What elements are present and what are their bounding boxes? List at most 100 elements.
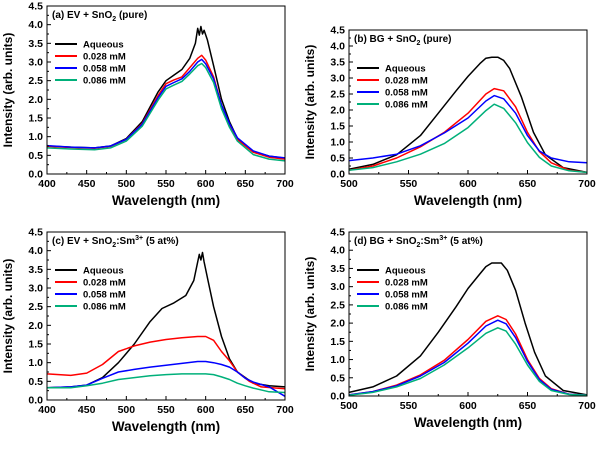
y-tick-label: 1.5 bbox=[330, 336, 345, 348]
y-tick-label: 0.0 bbox=[28, 395, 43, 407]
y-tick-label: 2.5 bbox=[330, 89, 345, 101]
series-line-d-1 bbox=[348, 315, 588, 397]
y-tick-label: 4.0 bbox=[28, 245, 43, 257]
x-tick-label: 700 bbox=[578, 400, 596, 412]
x-tick-label: 550 bbox=[400, 400, 418, 412]
series-line-d-2 bbox=[348, 319, 588, 397]
legend-label: Aqueous bbox=[385, 64, 426, 75]
y-tick-label: 2.0 bbox=[28, 94, 43, 106]
series-line-b-0 bbox=[348, 56, 588, 174]
series-line-b-3 bbox=[348, 103, 588, 174]
x-axis-label: Wavelength (nm) bbox=[414, 193, 522, 208]
y-tick-label: 1.5 bbox=[28, 113, 43, 125]
legend-label: 0.058 mM bbox=[83, 290, 126, 301]
x-tick-label: 600 bbox=[459, 178, 477, 190]
y-tick-label: 0.5 bbox=[28, 150, 43, 162]
panel-c: 400 450 500 550 600 650 700 0.0 0.5 1.0 1.5 2.0 2.5 3… bbox=[1, 227, 294, 435]
x-tick-label: 500 bbox=[340, 178, 358, 190]
x-axis-label: Wavelength (nm) bbox=[414, 415, 522, 430]
legend-label: 0.028 mM bbox=[83, 278, 126, 289]
y-tick-label: 2.5 bbox=[330, 299, 345, 311]
x-tick-label: 650 bbox=[237, 404, 255, 416]
legend-label: 0.086 mM bbox=[83, 302, 126, 313]
y-tick-label: 3.0 bbox=[28, 57, 43, 69]
x-tick-label: 500 bbox=[118, 404, 136, 416]
x-tick-label: 450 bbox=[78, 178, 96, 190]
panel-title: (a) EV + SnO2 (pure) bbox=[52, 10, 147, 23]
x-tick-label: 600 bbox=[197, 178, 215, 190]
panel-d: 500 550 600 650 700 0.0 0.5 1.0 1.5 2.0 2.5 3.0 3.5 4… bbox=[303, 227, 596, 431]
x-tick-label: 650 bbox=[237, 178, 255, 190]
y-tick-label: 1.5 bbox=[28, 339, 43, 351]
y-tick-label: 3.0 bbox=[330, 281, 345, 293]
panel-title: (c) EV + SnO2:Sm3+ (5 at%) bbox=[52, 235, 179, 249]
legend-label: 0.086 mM bbox=[385, 100, 428, 111]
y-axis-label: Intensity (arb. units) bbox=[303, 45, 317, 160]
y-tick-label: 3.5 bbox=[28, 264, 43, 276]
legend-label: 0.058 mM bbox=[83, 64, 126, 75]
y-tick-label: 1.5 bbox=[330, 121, 345, 133]
y-tick-label: 2.5 bbox=[28, 301, 43, 313]
panel-b: 500 550 600 650 700 0.0 0.5 1.0 1.5 2.0 2.5 3.0 3.5 4… bbox=[303, 25, 596, 209]
legend-label: Aqueous bbox=[83, 266, 124, 277]
legend-label: 0.028 mM bbox=[385, 278, 428, 289]
y-tick-label: 2.0 bbox=[28, 320, 43, 332]
x-tick-label: 650 bbox=[519, 400, 537, 412]
legend-label: 0.058 mM bbox=[385, 88, 428, 99]
y-tick-label: 4.5 bbox=[28, 1, 43, 13]
x-tick-label: 600 bbox=[459, 400, 477, 412]
y-tick-label: 3.5 bbox=[330, 263, 345, 275]
series-line-d-0 bbox=[348, 262, 588, 396]
y-tick-label: 1.0 bbox=[28, 131, 43, 143]
legend-label: 0.086 mM bbox=[385, 302, 428, 313]
series-line-a-2 bbox=[46, 58, 286, 159]
y-tick-label: 0.0 bbox=[28, 169, 43, 181]
x-tick-label: 450 bbox=[78, 404, 96, 416]
y-tick-label: 0.0 bbox=[330, 391, 345, 403]
y-axis-label: Intensity (arb. units) bbox=[1, 259, 15, 374]
y-tick-label: 4.5 bbox=[28, 227, 43, 239]
plot-frame bbox=[348, 231, 588, 397]
y-tick-label: 2.5 bbox=[28, 75, 43, 87]
y-tick-label: 4.5 bbox=[330, 25, 345, 37]
series-line-c-3 bbox=[47, 373, 286, 394]
x-tick-label: 500 bbox=[340, 400, 358, 412]
y-tick-label: 4.5 bbox=[330, 227, 345, 239]
series-line-c-2 bbox=[46, 360, 286, 397]
y-tick-label: 3.5 bbox=[28, 38, 43, 50]
legend-label: 0.058 mM bbox=[385, 290, 428, 301]
x-tick-label: 400 bbox=[38, 404, 56, 416]
x-tick-label: 600 bbox=[197, 404, 215, 416]
x-tick-label: 700 bbox=[276, 404, 294, 416]
series-line-c-0 bbox=[46, 251, 286, 389]
y-tick-label: 0.0 bbox=[330, 169, 345, 181]
x-tick-label: 500 bbox=[118, 178, 136, 190]
legend-label: Aqueous bbox=[385, 266, 426, 277]
y-tick-label: 4.0 bbox=[330, 245, 345, 257]
legend-label: 0.028 mM bbox=[83, 52, 126, 63]
series-line-d-3 bbox=[348, 327, 588, 397]
legend-label: 0.086 mM bbox=[83, 76, 126, 87]
x-tick-label: 650 bbox=[519, 178, 537, 190]
y-tick-label: 1.0 bbox=[28, 357, 43, 369]
series-line-b-1 bbox=[348, 87, 588, 174]
y-tick-label: 3.0 bbox=[330, 73, 345, 85]
panel-a: 400 450 500 550 600 650 700 0.0 0.5 1.0 1.5 2.0 2.5 3… bbox=[1, 1, 294, 209]
x-tick-label: 700 bbox=[578, 178, 596, 190]
x-tick-label: 550 bbox=[157, 178, 175, 190]
series-line-b-2 bbox=[348, 94, 588, 164]
y-tick-label: 4.0 bbox=[330, 41, 345, 53]
y-tick-label: 1.0 bbox=[330, 354, 345, 366]
legend-label: Aqueous bbox=[83, 40, 124, 51]
x-tick-label: 700 bbox=[276, 178, 294, 190]
y-axis-label: Intensity (arb. units) bbox=[1, 33, 15, 148]
y-tick-label: 0.5 bbox=[28, 376, 43, 388]
y-tick-label: 3.0 bbox=[28, 283, 43, 295]
y-tick-label: 0.5 bbox=[330, 372, 345, 384]
y-tick-label: 2.0 bbox=[330, 105, 345, 117]
y-axis-label: Intensity (arb. units) bbox=[303, 257, 317, 372]
x-tick-label: 550 bbox=[400, 178, 418, 190]
series-line-a-3 bbox=[46, 62, 286, 162]
x-tick-label: 400 bbox=[38, 178, 56, 190]
